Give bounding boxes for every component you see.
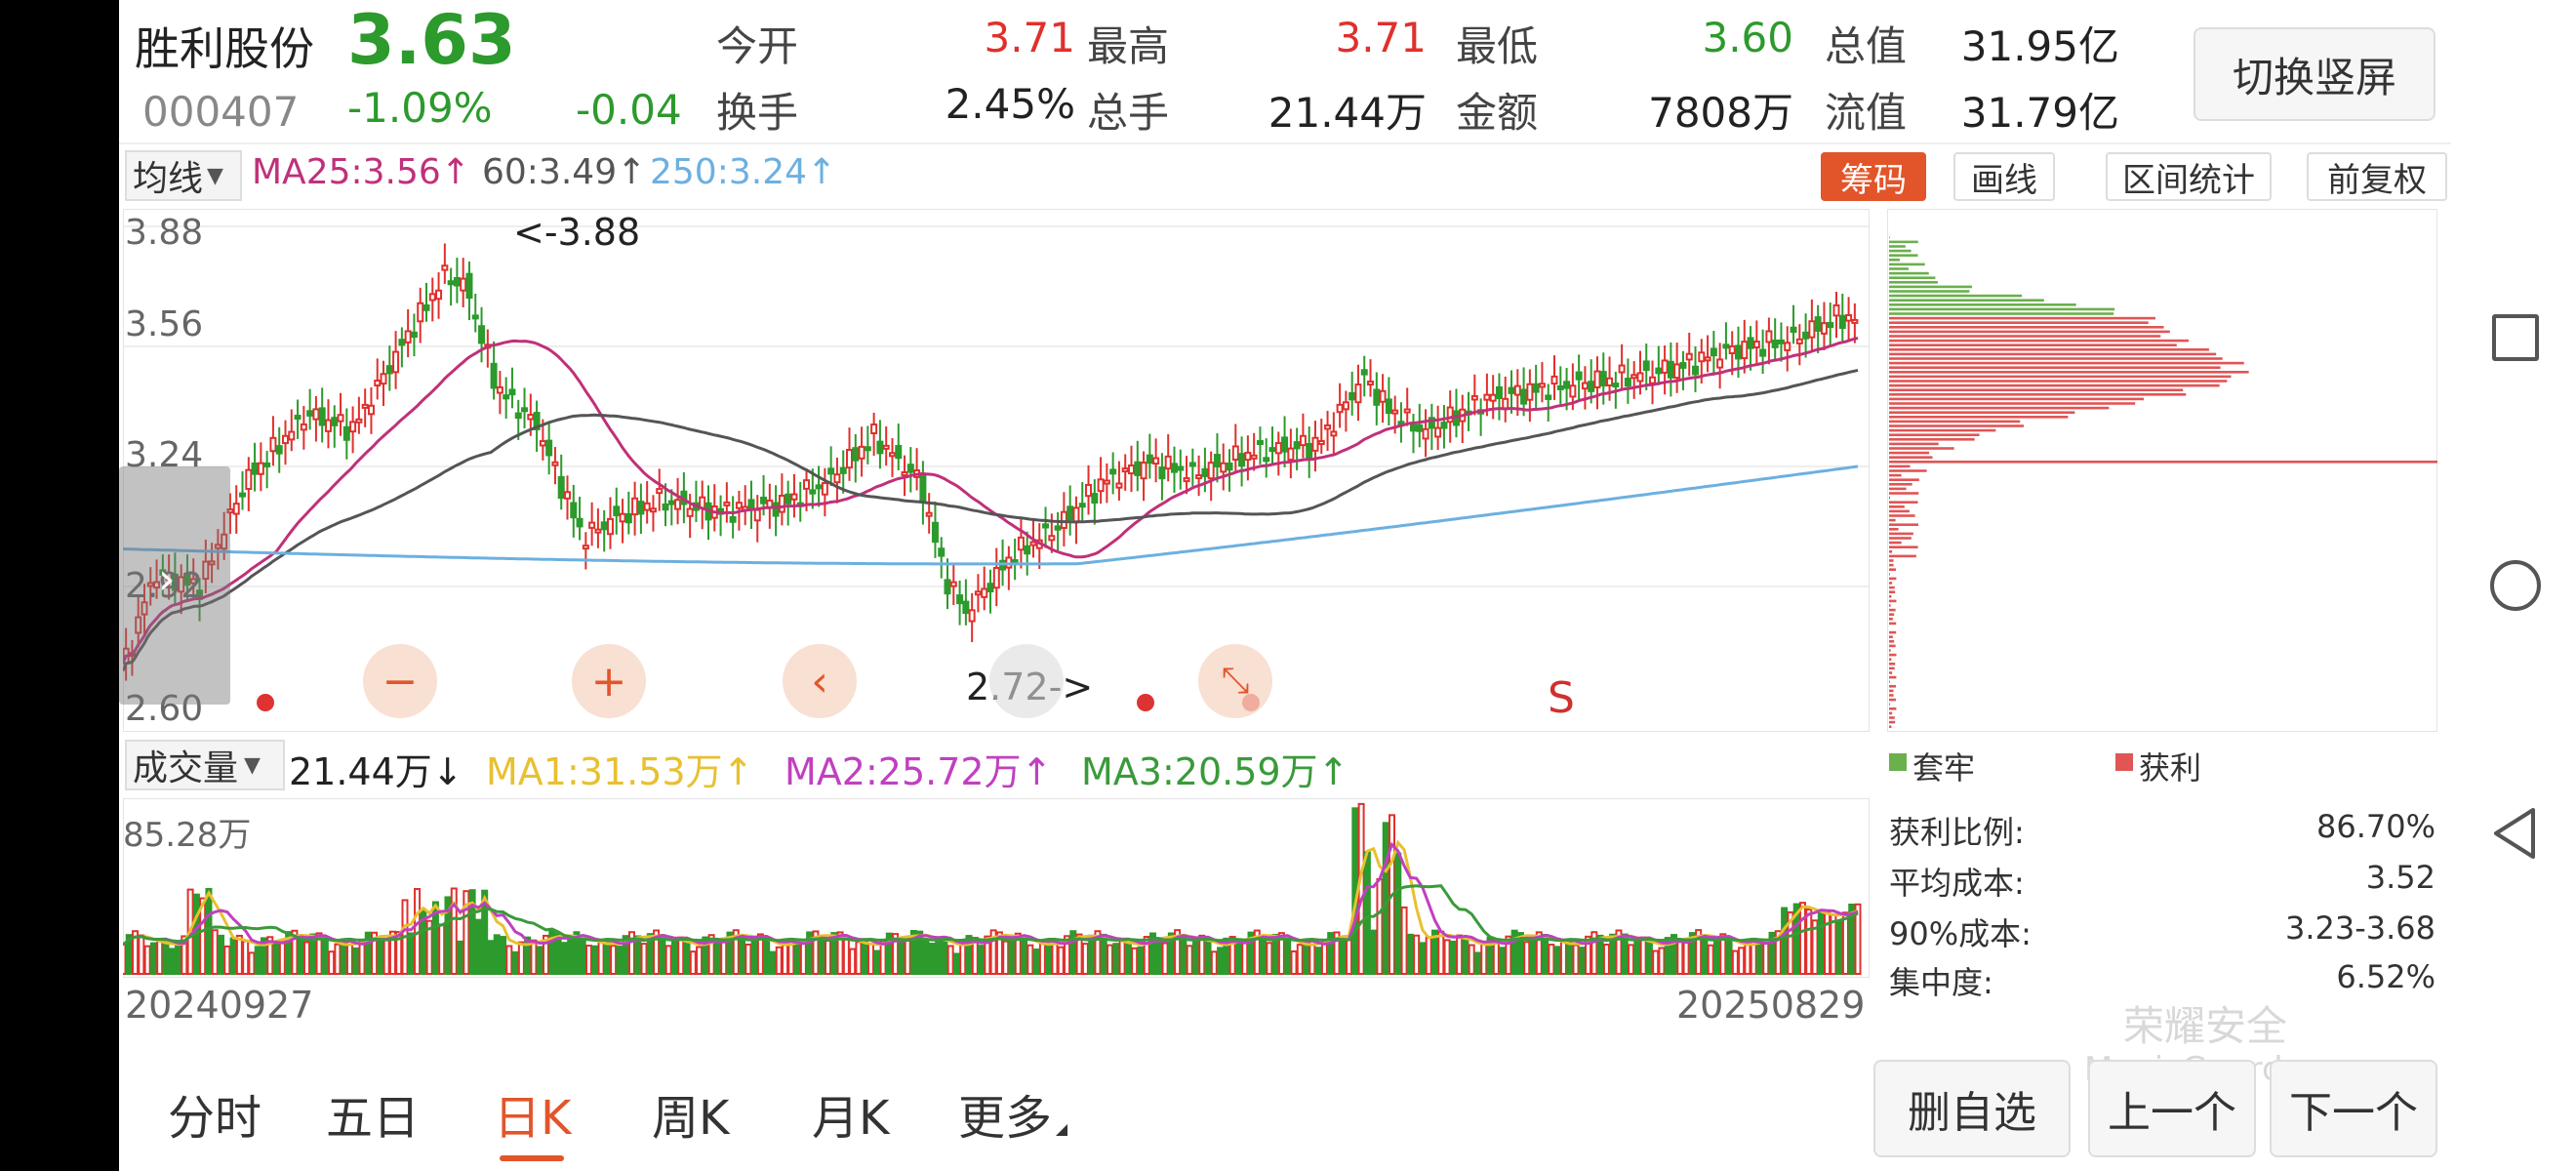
range-stats-button[interactable]: 区间统计 xyxy=(2106,152,2272,201)
ma-selector[interactable]: 均线 ▼ xyxy=(125,150,242,201)
profit-legend-swatch xyxy=(2115,753,2133,771)
stock-name: 胜利股份 xyxy=(135,22,314,75)
stat-label-total-value: 总值 xyxy=(1825,22,1908,70)
chips-button[interactable]: 筹码 xyxy=(1821,152,1926,201)
more-corner-icon xyxy=(1056,1124,1067,1136)
header-divider xyxy=(119,142,2451,144)
switch-portrait-button[interactable]: 切换竖屏 xyxy=(2194,27,2435,121)
chip-stat-label: 90%成本: xyxy=(1889,915,2032,952)
current-price: 3.63 xyxy=(347,0,516,80)
sell-signal-marker: S xyxy=(1548,673,1575,723)
stat-label-total-hands: 总手 xyxy=(1087,89,1170,137)
plus-icon: + xyxy=(590,656,627,707)
chip-stat-value: 86.70% xyxy=(2315,808,2435,845)
zoom-in-button[interactable]: + xyxy=(572,644,646,718)
back-triangle-icon[interactable] xyxy=(2490,806,2539,861)
volume-max-label: 85.28万 xyxy=(123,816,252,855)
system-nav-bar xyxy=(2451,0,2576,1171)
start-date-label: 20240927 xyxy=(125,984,314,1027)
chip-stat-value: 3.23-3.68 xyxy=(2284,909,2435,947)
trapped-legend-swatch xyxy=(1889,753,1907,771)
change-percent: -1.09% xyxy=(347,84,493,132)
scroll-left-button[interactable]: ‹ xyxy=(783,644,857,718)
price-tick-label: 2.60 xyxy=(125,689,204,729)
stat-label-amount: 金额 xyxy=(1456,89,1539,137)
minus-icon: − xyxy=(382,656,419,707)
active-tab-indicator xyxy=(500,1155,564,1161)
stat-value-float-value: 31.79亿 xyxy=(1960,89,2119,137)
volume-chart[interactable] xyxy=(123,798,1870,978)
chip-stat-label: 获利比例: xyxy=(1889,814,2025,851)
trapped-legend-label: 套牢 xyxy=(1912,749,1976,787)
tab-monthly-k[interactable]: 月K xyxy=(812,1091,890,1146)
chip-stat-label: 平均成本: xyxy=(1889,865,2025,902)
stat-value-turnover: 2.45% xyxy=(945,80,1075,128)
profit-legend-label: 获利 xyxy=(2139,749,2202,787)
chip-stat-value: 6.52% xyxy=(2336,958,2435,995)
collapse-button[interactable]: ⤡ xyxy=(1198,644,1272,718)
dropdown-triangle-icon: ▼ xyxy=(244,752,261,778)
stat-label-low: 最低 xyxy=(1456,22,1539,70)
tab-more[interactable]: 更多 xyxy=(958,1091,1053,1146)
tab-intraday[interactable]: 分时 xyxy=(168,1091,262,1146)
collapse-arrows-icon: ⤡ xyxy=(1221,661,1250,701)
stat-value-open: 3.71 xyxy=(984,14,1075,61)
chart-drag-handle[interactable]: › xyxy=(119,466,230,705)
vol-ma1-value: MA1:31.53万↑ xyxy=(486,750,754,793)
chevron-left-icon: ‹ xyxy=(811,656,828,707)
next-stock-button[interactable]: 下一个 xyxy=(2270,1060,2437,1157)
change-amount: -0.04 xyxy=(576,86,682,134)
chip-stat-value: 3.52 xyxy=(2365,859,2435,896)
draw-line-button[interactable]: 画线 xyxy=(1953,152,2055,201)
stat-value-high: 3.71 xyxy=(1335,14,1427,61)
stat-label-float-value: 流值 xyxy=(1825,89,1908,137)
tab-five-day[interactable]: 五日 xyxy=(326,1091,421,1146)
ma60-value: 60:3.49↑ xyxy=(482,152,647,192)
vol-ma2-value: MA2:25.72万↑ xyxy=(785,750,1053,793)
high-price-marker: <-3.88 xyxy=(513,211,641,254)
stock-app: 胜利股份 3.63 000407 -1.09% -0.04 今开 3.71 最高… xyxy=(119,0,2451,1171)
ma250-value: 250:3.24↑ xyxy=(650,152,837,192)
stat-value-total-value: 31.95亿 xyxy=(1960,22,2119,70)
ma25-value: MA25:3.56↑ xyxy=(252,152,470,192)
home-circle-icon[interactable] xyxy=(2490,560,2541,611)
zoom-out-button[interactable]: − xyxy=(363,644,437,718)
chip-stat-label: 集中度: xyxy=(1889,964,1993,1001)
previous-stock-button[interactable]: 上一个 xyxy=(2088,1060,2256,1157)
vol-ma3-value: MA3:20.59万↑ xyxy=(1081,750,1349,793)
stock-code: 000407 xyxy=(142,88,300,136)
watermark-line1: 荣耀安全 xyxy=(2123,1002,2288,1050)
stat-label-turnover: 换手 xyxy=(716,89,799,137)
volume-value: 21.44万↓ xyxy=(289,750,463,793)
indicator-selector[interactable]: 成交量 ▼ xyxy=(125,740,285,790)
scroll-right-button[interactable] xyxy=(989,644,1064,718)
dropdown-triangle-icon: ▼ xyxy=(207,163,223,188)
ma-selector-label: 均线 xyxy=(133,159,204,199)
price-tick-label: 3.24 xyxy=(125,435,204,475)
adjust-button[interactable]: 前复权 xyxy=(2307,152,2447,201)
chevron-right-icon: › xyxy=(158,554,176,604)
kline-chart[interactable] xyxy=(123,209,1870,732)
price-tick-label: 3.56 xyxy=(125,304,204,344)
stat-value-amount: 7808万 xyxy=(1648,89,1793,137)
indicator-selector-label: 成交量 xyxy=(133,748,239,788)
stat-value-total-hands: 21.44万 xyxy=(1268,89,1427,137)
tab-weekly-k[interactable]: 周K xyxy=(652,1091,730,1146)
end-date-label: 20250829 xyxy=(1676,984,1866,1027)
remove-watchlist-button[interactable]: 删自选 xyxy=(1873,1060,2071,1157)
chip-distribution-chart xyxy=(1887,209,2437,732)
tab-daily-k[interactable]: 日K xyxy=(494,1091,572,1146)
price-tick-label: 3.88 xyxy=(125,213,204,253)
stat-label-open: 今开 xyxy=(716,22,799,70)
stat-label-high: 最高 xyxy=(1087,22,1170,70)
stat-value-low: 3.60 xyxy=(1702,14,1793,61)
recents-square-icon[interactable] xyxy=(2492,314,2539,361)
price-tick-label: 2.92 xyxy=(125,566,204,606)
